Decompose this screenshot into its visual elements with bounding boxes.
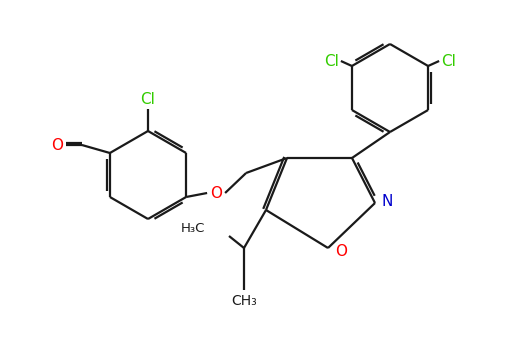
Text: O: O [51, 137, 63, 153]
Text: Cl: Cl [441, 53, 456, 69]
Text: CH₃: CH₃ [231, 294, 257, 308]
Text: H₃C: H₃C [181, 222, 205, 234]
Text: N: N [381, 194, 393, 210]
Text: Cl: Cl [325, 53, 339, 69]
Text: O: O [335, 245, 347, 259]
Text: Cl: Cl [141, 92, 156, 108]
Text: O: O [210, 185, 222, 200]
